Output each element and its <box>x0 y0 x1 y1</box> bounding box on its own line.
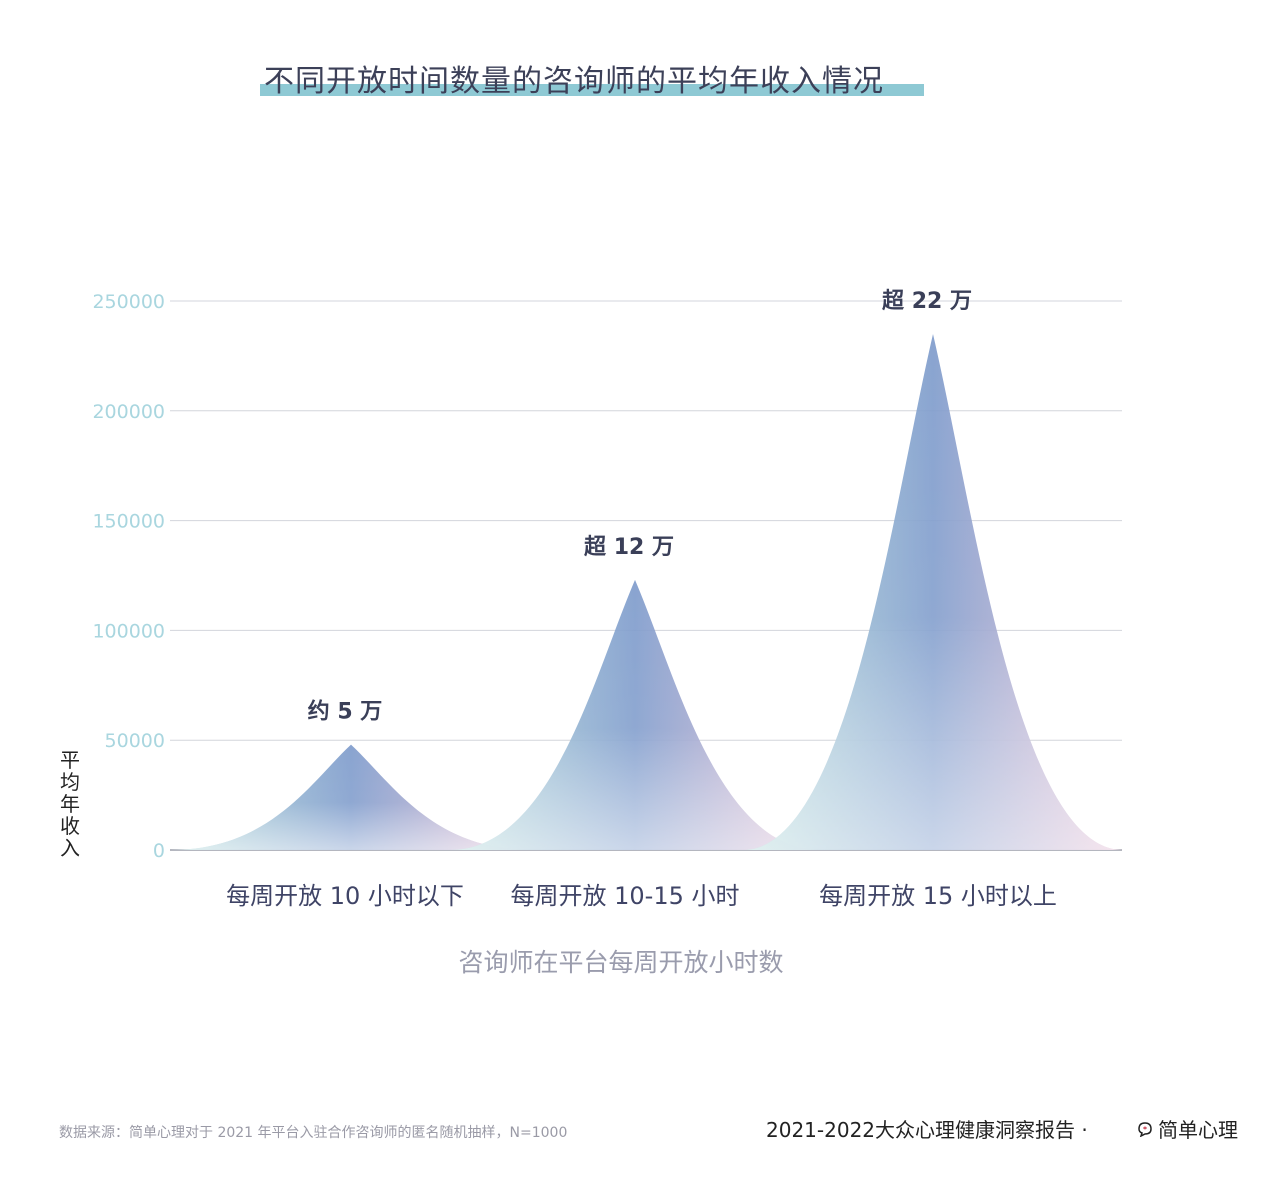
brand-name: 简单心理 <box>1158 1118 1238 1142</box>
data-label: 超 22 万 <box>882 289 972 314</box>
x-tick-label: 每周开放 15 小时以上 <box>819 882 1057 910</box>
y-tick-label: 50000 <box>105 730 165 752</box>
y-axis-ticks: 0 50000 100000 150000 200000 250000 <box>92 291 165 862</box>
brand-logo-icon <box>1138 1121 1152 1137</box>
data-source-note: 数据来源：简单心理对于 2021 年平台入驻合作咨询师的匿名随机抽样，N=100… <box>59 1125 568 1141</box>
x-tick-label: 每周开放 10 小时以下 <box>226 882 464 910</box>
title-underline <box>260 84 924 96</box>
y-tick-label: 150000 <box>92 511 165 533</box>
y-axis-label: 平均年收入 <box>60 748 80 860</box>
report-title: 2021-2022大众心理健康洞察报告 · <box>766 1118 1088 1142</box>
y-tick-label: 250000 <box>92 291 165 313</box>
chart-marks <box>171 333 1123 850</box>
data-labels: 约 5 万 超 12 万 超 22 万 <box>308 289 972 725</box>
y-tick-label: 0 <box>153 840 165 862</box>
x-axis-label: 咨询师在平台每周开放小时数 <box>458 948 783 977</box>
page-title: 不同开放时间数量的咨询师的平均年收入情况 <box>264 64 884 99</box>
brand: 简单心理 <box>1136 1114 1238 1143</box>
title-block: 不同开放时间数量的咨询师的平均年收入情况 <box>260 56 924 100</box>
x-tick-label: 每周开放 10-15 小时 <box>511 882 740 910</box>
data-label: 超 12 万 <box>584 535 674 560</box>
x-axis-ticks: 每周开放 10 小时以下 每周开放 10-15 小时 每周开放 15 小时以上 <box>226 882 1057 910</box>
peak-area-fade <box>171 744 531 850</box>
data-label: 约 5 万 <box>308 699 383 725</box>
y-tick-label: 200000 <box>92 401 165 423</box>
peak-area-fade <box>743 333 1123 850</box>
peak-area-fade <box>450 579 820 850</box>
y-tick-label: 100000 <box>92 620 165 642</box>
